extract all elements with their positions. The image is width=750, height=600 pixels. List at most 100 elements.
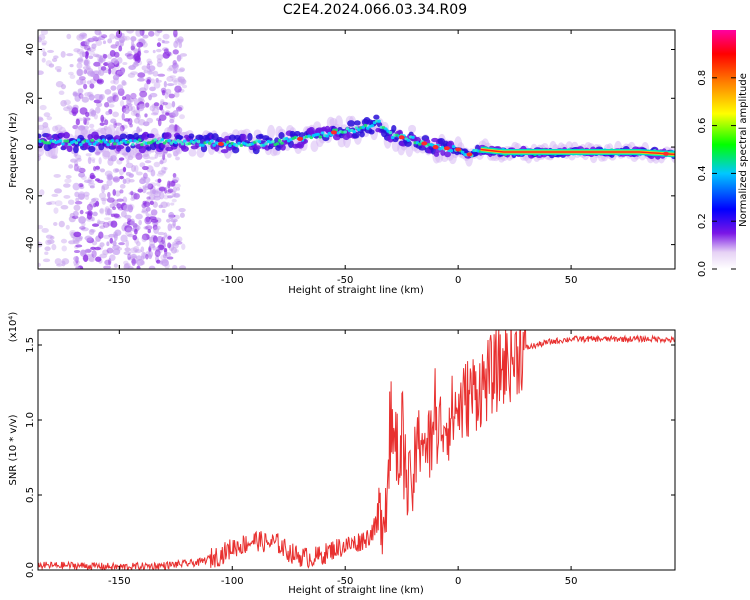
noise-speckle [130, 45, 136, 51]
noise-speckle [89, 229, 96, 233]
noise-speckle [96, 102, 103, 108]
spectral-core [153, 138, 158, 142]
noise-speckle [63, 194, 71, 199]
spectral-core [137, 138, 142, 142]
spectral-band [45, 133, 53, 140]
noise-speckle [152, 189, 157, 195]
noise-speckle [88, 256, 95, 263]
noise-speckle [161, 236, 166, 244]
noise-speckle [106, 247, 114, 254]
noise-speckle [156, 235, 164, 243]
noise-speckle [133, 245, 140, 253]
noise-speckle [45, 234, 54, 239]
noise-speckle [95, 256, 102, 262]
snr-x-tick-label: -150 [108, 576, 131, 587]
noise-speckle [128, 173, 134, 178]
spectral-core [275, 142, 280, 146]
colorbar: 0.0 0.2 0.4 0.6 0.8 Normalized spectral ampl… [697, 30, 749, 277]
noise-speckle [157, 118, 162, 127]
noise-speckle [81, 96, 90, 103]
spectral-band [352, 131, 360, 139]
spectral-core [207, 141, 212, 145]
noise-speckle [79, 107, 88, 115]
noise-speckle [39, 189, 45, 196]
noise-speckle [161, 89, 166, 96]
noise-speckle [83, 69, 87, 75]
spectral-band [38, 133, 42, 139]
noise-speckle [93, 203, 97, 208]
noise-speckle [147, 30, 155, 37]
noise-speckle [156, 42, 162, 48]
spectral-core [460, 150, 465, 154]
noise-speckle [174, 37, 180, 44]
noise-speckle [53, 207, 59, 214]
noise-speckle [119, 184, 126, 189]
noise-speckle [145, 206, 151, 212]
noise-speckle [112, 240, 117, 247]
noise-speckle [76, 79, 84, 86]
noise-speckle [172, 173, 177, 178]
noise-speckle [179, 67, 186, 72]
spectral-core [309, 135, 314, 140]
noise-speckle [152, 201, 158, 208]
noise-speckle [178, 41, 183, 49]
noise-speckle [126, 234, 135, 238]
snr-ticks: -150 -100 -50 0 50 0.0 0.5 1.0 1.5 [25, 330, 675, 587]
noise-speckle [82, 66, 90, 70]
spectrogram-x-tick-label: -50 [337, 275, 353, 286]
noise-speckle [154, 249, 161, 257]
noise-speckle [166, 83, 175, 87]
colorbar-tick-label: 0.2 [697, 213, 708, 229]
noise-speckle [166, 218, 171, 223]
colorbar-tick-label: 0.4 [697, 165, 708, 181]
noise-speckle [60, 238, 68, 244]
noise-speckle [143, 83, 149, 91]
noise-speckle [152, 235, 158, 243]
noise-speckle [141, 251, 146, 260]
noise-speckle [170, 180, 176, 187]
noise-speckle [150, 218, 159, 223]
noise-speckle [38, 262, 42, 267]
noise-speckle [170, 218, 178, 223]
noise-speckle [58, 220, 65, 228]
noise-speckle [106, 241, 110, 247]
noise-speckle [81, 51, 86, 58]
noise-speckle [136, 50, 142, 57]
noise-speckle [97, 220, 106, 225]
noise-speckle [108, 233, 116, 238]
colorbar-tick-label: 0.8 [697, 70, 708, 86]
spectrogram-y-tick-label: 0 [25, 144, 36, 150]
noise-speckle [156, 172, 164, 177]
noise-speckle [134, 228, 138, 235]
noise-speckle [171, 78, 180, 83]
noise-speckle [168, 93, 175, 99]
noise-speckle [93, 93, 102, 100]
noise-speckle [141, 233, 150, 241]
noise-speckle [92, 223, 100, 227]
spectral-core [345, 127, 350, 131]
noise-speckle [99, 242, 105, 247]
noise-speckle [74, 191, 80, 198]
noise-speckle [116, 198, 124, 202]
spectral-band [391, 124, 397, 132]
noise-speckle [114, 190, 121, 197]
noise-speckle [136, 113, 141, 120]
noise-speckle [130, 35, 137, 42]
noise-speckle [139, 90, 148, 98]
noise-speckle [147, 228, 152, 234]
noise-speckle [83, 59, 89, 66]
noise-speckle [116, 84, 124, 92]
spectral-band [247, 133, 253, 141]
snr-y-tick-label: 0.5 [25, 487, 36, 503]
spectral-core [320, 131, 325, 135]
noise-speckle [47, 49, 55, 53]
noise-speckle [84, 41, 90, 46]
noise-speckle [87, 210, 93, 216]
noise-speckle [53, 221, 58, 226]
noise-speckle [81, 33, 88, 39]
noise-speckle [69, 64, 74, 68]
noise-speckle [96, 78, 104, 85]
noise-speckle [165, 88, 172, 95]
noise-speckle [143, 50, 149, 54]
noise-speckle [38, 36, 43, 43]
